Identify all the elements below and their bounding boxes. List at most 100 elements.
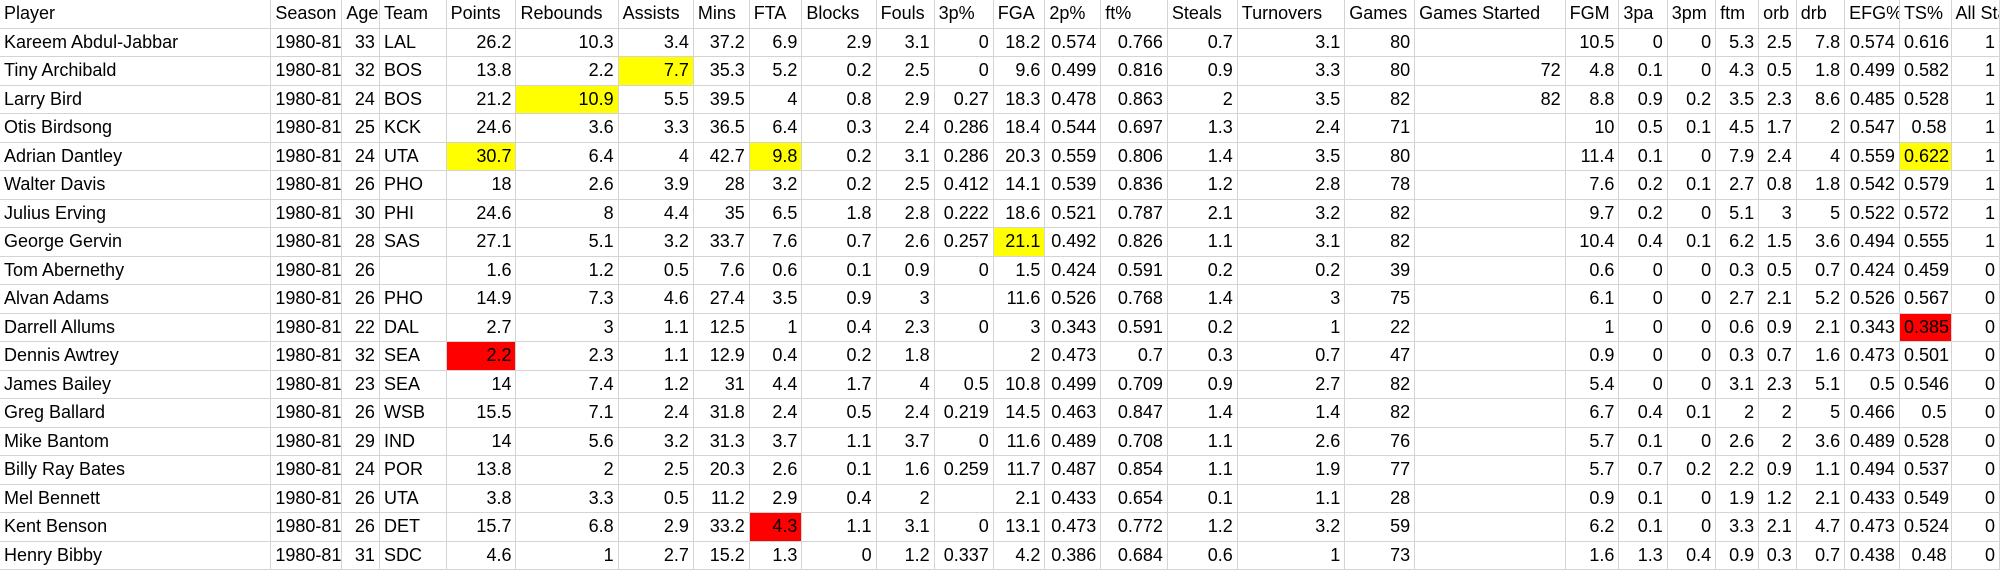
- column-header[interactable]: FGA: [993, 0, 1046, 29]
- table-cell[interactable]: 6.4: [515, 142, 619, 171]
- table-cell[interactable]: 3.2: [749, 170, 803, 200]
- table-cell[interactable]: 6.8: [515, 512, 619, 542]
- table-cell[interactable]: 26: [341, 170, 380, 200]
- table-cell[interactable]: 30: [341, 199, 380, 228]
- table-cell[interactable]: 0.2: [1618, 170, 1668, 200]
- table-cell[interactable]: 1980-81: [270, 28, 343, 57]
- table-cell[interactable]: 23: [341, 370, 380, 399]
- table-cell[interactable]: 4: [618, 142, 694, 171]
- table-cell[interactable]: 0.58: [1899, 113, 1952, 143]
- table-cell[interactable]: 0.3: [801, 113, 877, 143]
- table-cell[interactable]: 0.222: [934, 199, 994, 228]
- table-cell[interactable]: 2.4: [876, 398, 935, 428]
- table-cell[interactable]: 1.2: [1167, 170, 1238, 200]
- table-cell[interactable]: 5.2: [1796, 284, 1846, 314]
- column-header[interactable]: Season: [270, 0, 343, 29]
- table-cell[interactable]: 12.9: [693, 341, 750, 371]
- table-cell[interactable]: 0.528: [1899, 427, 1952, 456]
- table-cell[interactable]: [379, 256, 447, 285]
- table-cell[interactable]: 1980-81: [270, 227, 343, 257]
- table-cell[interactable]: 18.6: [993, 199, 1046, 228]
- table-cell[interactable]: [1414, 370, 1566, 399]
- table-cell[interactable]: [1414, 512, 1566, 542]
- table-cell[interactable]: 1.1: [1167, 227, 1238, 257]
- table-cell[interactable]: 2.7: [1237, 370, 1346, 399]
- table-cell[interactable]: James Bailey: [0, 370, 272, 399]
- table-cell[interactable]: 1980-81: [270, 170, 343, 200]
- column-header[interactable]: 2p%: [1044, 0, 1102, 29]
- column-header[interactable]: drb: [1796, 0, 1846, 29]
- table-cell[interactable]: 0: [1667, 313, 1717, 342]
- table-cell[interactable]: 0.4: [1618, 398, 1668, 428]
- table-cell[interactable]: 0.709: [1100, 370, 1168, 399]
- table-cell[interactable]: 18: [446, 170, 517, 200]
- table-cell[interactable]: 7.7: [618, 56, 694, 86]
- table-cell[interactable]: 0.494: [1844, 455, 1900, 485]
- table-cell[interactable]: 0.7: [1758, 341, 1797, 371]
- table-cell[interactable]: 0.526: [1044, 284, 1102, 314]
- table-cell[interactable]: 22: [341, 313, 380, 342]
- table-cell[interactable]: 0.257: [934, 227, 994, 257]
- table-cell[interactable]: 1980-81: [270, 370, 343, 399]
- table-cell[interactable]: 0.4: [801, 484, 877, 513]
- table-cell[interactable]: 0.499: [1044, 370, 1102, 399]
- table-cell[interactable]: 3.3: [515, 484, 619, 513]
- table-cell[interactable]: 27.1: [446, 227, 517, 257]
- table-cell[interactable]: 82: [1414, 85, 1566, 114]
- table-cell[interactable]: 35: [693, 199, 750, 228]
- table-cell[interactable]: 1.2: [876, 541, 935, 570]
- table-cell[interactable]: 0.5: [1758, 56, 1797, 86]
- table-cell[interactable]: 8.6: [1796, 85, 1846, 114]
- table-cell[interactable]: 42.7: [693, 142, 750, 171]
- table-cell[interactable]: 24: [341, 85, 380, 114]
- table-cell[interactable]: 0.2: [1667, 85, 1717, 114]
- table-cell[interactable]: 0.708: [1100, 427, 1168, 456]
- table-cell[interactable]: 0: [1618, 256, 1668, 285]
- table-cell[interactable]: 0.2: [1237, 256, 1346, 285]
- table-cell[interactable]: 0.5: [618, 484, 694, 513]
- table-cell[interactable]: 4: [876, 370, 935, 399]
- table-cell[interactable]: 14.9: [446, 284, 517, 314]
- table-cell[interactable]: 11.7: [993, 455, 1046, 485]
- table-cell[interactable]: 1.8: [1796, 170, 1846, 200]
- table-cell[interactable]: [1414, 284, 1566, 314]
- table-cell[interactable]: 28: [693, 170, 750, 200]
- table-cell[interactable]: 0.385: [1899, 313, 1952, 342]
- table-cell[interactable]: 6.5: [749, 199, 803, 228]
- column-header[interactable]: All Star: [1951, 0, 2000, 29]
- table-cell[interactable]: PHO: [379, 170, 447, 200]
- table-cell[interactable]: 1.1: [1167, 427, 1238, 456]
- table-cell[interactable]: 39: [1344, 256, 1416, 285]
- table-cell[interactable]: 0.1: [1618, 56, 1668, 86]
- table-cell[interactable]: 36.5: [693, 113, 750, 143]
- table-cell[interactable]: 1.4: [1237, 398, 1346, 428]
- table-cell[interactable]: 0.478: [1044, 85, 1102, 114]
- table-cell[interactable]: 0.2: [1167, 256, 1238, 285]
- table-cell[interactable]: 2: [876, 484, 935, 513]
- table-cell[interactable]: 3.2: [618, 227, 694, 257]
- table-cell[interactable]: Julius Erving: [0, 199, 272, 228]
- table-cell[interactable]: 0: [1667, 284, 1717, 314]
- table-cell[interactable]: [1414, 455, 1566, 485]
- table-cell[interactable]: 7.9: [1715, 142, 1760, 171]
- table-cell[interactable]: 8.8: [1565, 85, 1620, 114]
- table-cell[interactable]: 0.412: [934, 170, 994, 200]
- table-cell[interactable]: 0.582: [1899, 56, 1952, 86]
- table-cell[interactable]: 0.286: [934, 113, 994, 143]
- table-cell[interactable]: 7.3: [515, 284, 619, 314]
- table-cell[interactable]: 0.521: [1044, 199, 1102, 228]
- table-cell[interactable]: 0: [1951, 256, 2000, 285]
- table-cell[interactable]: 1.1: [801, 512, 877, 542]
- table-cell[interactable]: 0.438: [1844, 541, 1900, 570]
- table-cell[interactable]: 1.4: [1167, 284, 1238, 314]
- table-cell[interactable]: 1.1: [618, 313, 694, 342]
- table-cell[interactable]: 4: [1796, 142, 1846, 171]
- table-cell[interactable]: 0: [934, 256, 994, 285]
- table-cell[interactable]: 1.8: [876, 341, 935, 371]
- table-cell[interactable]: 0.433: [1044, 484, 1102, 513]
- table-cell[interactable]: 2.3: [515, 341, 619, 371]
- table-cell[interactable]: 37.2: [693, 28, 750, 57]
- table-cell[interactable]: 1.6: [876, 455, 935, 485]
- table-cell[interactable]: 3.1: [876, 142, 935, 171]
- table-cell[interactable]: 0.9: [1715, 541, 1760, 570]
